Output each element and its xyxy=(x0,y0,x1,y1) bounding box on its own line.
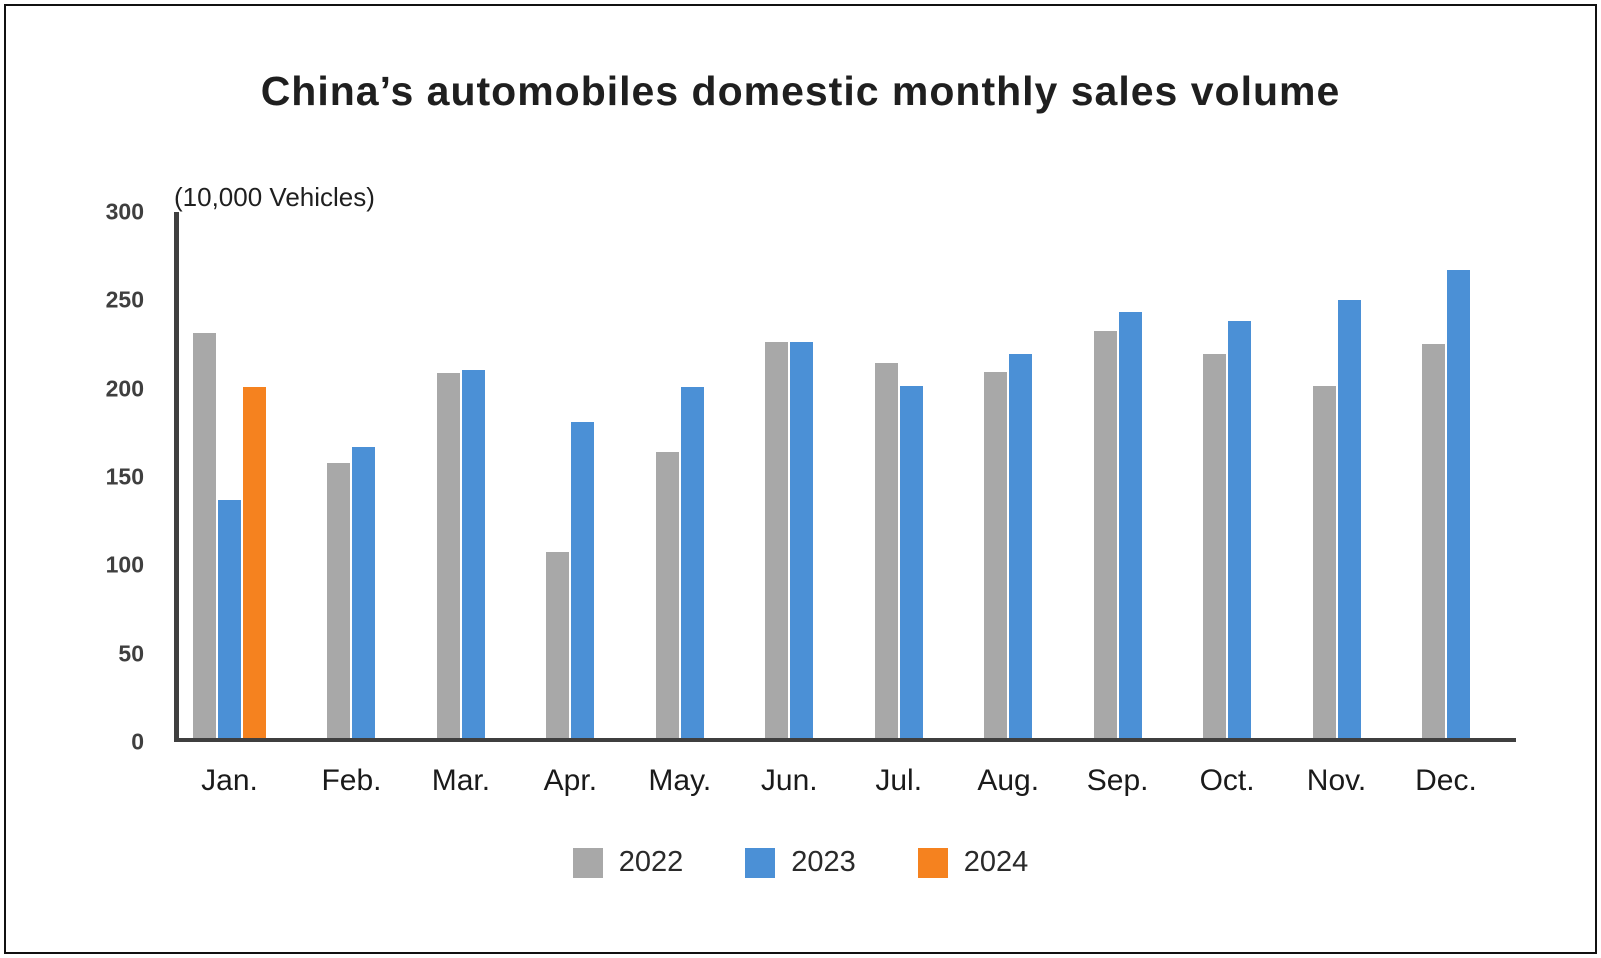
bar-2023-aug xyxy=(1009,354,1033,738)
bar-2023-feb xyxy=(352,446,376,738)
y-tick-label-0: 0 xyxy=(131,728,144,755)
x-tick-label-apr: Apr. xyxy=(543,764,598,797)
bar-2022-jul xyxy=(874,362,898,738)
y-tick-label-50: 50 xyxy=(118,640,144,667)
bar-2023-dec xyxy=(1446,269,1470,738)
bar-group-may: May. xyxy=(648,212,711,797)
bar-group-apr: Apr. xyxy=(544,212,597,797)
bar-2022-feb xyxy=(327,462,351,738)
legend-label-2022: 2022 xyxy=(618,846,684,878)
x-tick-label-jan: Jan. xyxy=(201,764,258,797)
y-tick-label-150: 150 xyxy=(105,463,144,490)
x-tick-label-feb: Feb. xyxy=(321,764,382,797)
legend-label-2023: 2023 xyxy=(791,846,856,878)
bar-2022-oct xyxy=(1203,354,1227,738)
bar-2023-jul xyxy=(899,385,923,738)
y-axis-labels: 0 50 100 150 200 250 300 xyxy=(6,200,166,753)
chart-title: China’s automobiles domestic monthly sal… xyxy=(260,68,1341,114)
bar-2022-dec xyxy=(1421,343,1445,738)
bar-2022-sep xyxy=(1093,331,1117,738)
bar-2023-jun xyxy=(790,341,814,738)
legend-label-2024: 2024 xyxy=(963,846,1029,878)
bar-2024-jan xyxy=(243,387,266,738)
x-tick-label-may: May. xyxy=(648,764,712,797)
bar-2022-apr xyxy=(546,552,570,738)
plot-area: Jan. Feb. Mar. Apr. May. Jun. Jul. Aug. Sep. Oct.… xyxy=(174,212,1516,797)
y-tick-label-200: 200 xyxy=(105,375,144,402)
y-tick-label-250: 250 xyxy=(105,286,144,313)
bar-group-jul: Jul. xyxy=(874,212,923,797)
bar-2023-mar xyxy=(461,369,485,738)
bar-group-mar: Mar. xyxy=(432,212,490,797)
legend-item-2022: 2022 xyxy=(572,846,684,879)
bar-2022-nov xyxy=(1312,385,1336,738)
bar-2022-jun xyxy=(765,341,789,738)
x-tick-label-jul: Jul. xyxy=(875,764,923,797)
x-tick-label-jun: Jun. xyxy=(760,764,818,797)
bar-2022-aug xyxy=(984,371,1008,738)
x-tick-label-aug: Aug. xyxy=(977,764,1040,797)
legend-item-2024: 2024 xyxy=(917,846,1029,879)
bar-group-oct: Oct. xyxy=(1200,212,1255,797)
bar-2023-oct xyxy=(1228,320,1252,738)
bar-2022-mar xyxy=(436,373,460,738)
x-tick-label-sep: Sep. xyxy=(1086,764,1149,797)
chart-frame: China’s automobiles domestic monthly sal… xyxy=(4,4,1597,954)
bar-group-sep: Sep. xyxy=(1087,212,1148,797)
legend-item-2023: 2023 xyxy=(745,846,856,879)
bar-2023-sep xyxy=(1118,311,1142,738)
legend-swatch-2024 xyxy=(917,847,948,878)
bar-2022-may xyxy=(655,452,679,738)
bar-2023-apr xyxy=(571,422,595,738)
bar-group-jan: Jan. xyxy=(193,212,266,797)
x-tick-label-dec: Dec. xyxy=(1415,764,1477,797)
bar-2022-jan xyxy=(193,332,216,738)
x-tick-label-oct: Oct. xyxy=(1199,764,1255,797)
bar-group-jun: Jun. xyxy=(761,212,818,797)
y-axis-unit-label: (10,000 Vehicles) xyxy=(174,182,375,212)
x-tick-label-mar: Mar. xyxy=(431,764,491,797)
y-tick-label-100: 100 xyxy=(105,551,144,578)
bar-group-aug: Aug. xyxy=(977,212,1039,797)
bar-2023-may xyxy=(680,387,704,738)
y-tick-label-300: 300 xyxy=(105,198,144,225)
legend: 2022 2023 2024 xyxy=(6,846,1595,879)
bar-group-dec: Dec. xyxy=(1415,212,1477,797)
bar-2023-jan xyxy=(218,499,241,738)
legend-swatch-2022 xyxy=(572,847,603,878)
bar-group-nov: Nov. xyxy=(1307,212,1366,797)
bar-group-feb: Feb. xyxy=(321,212,381,797)
legend-swatch-2023 xyxy=(745,847,776,878)
bar-2023-nov xyxy=(1337,299,1361,738)
x-tick-label-nov: Nov. xyxy=(1306,764,1367,797)
